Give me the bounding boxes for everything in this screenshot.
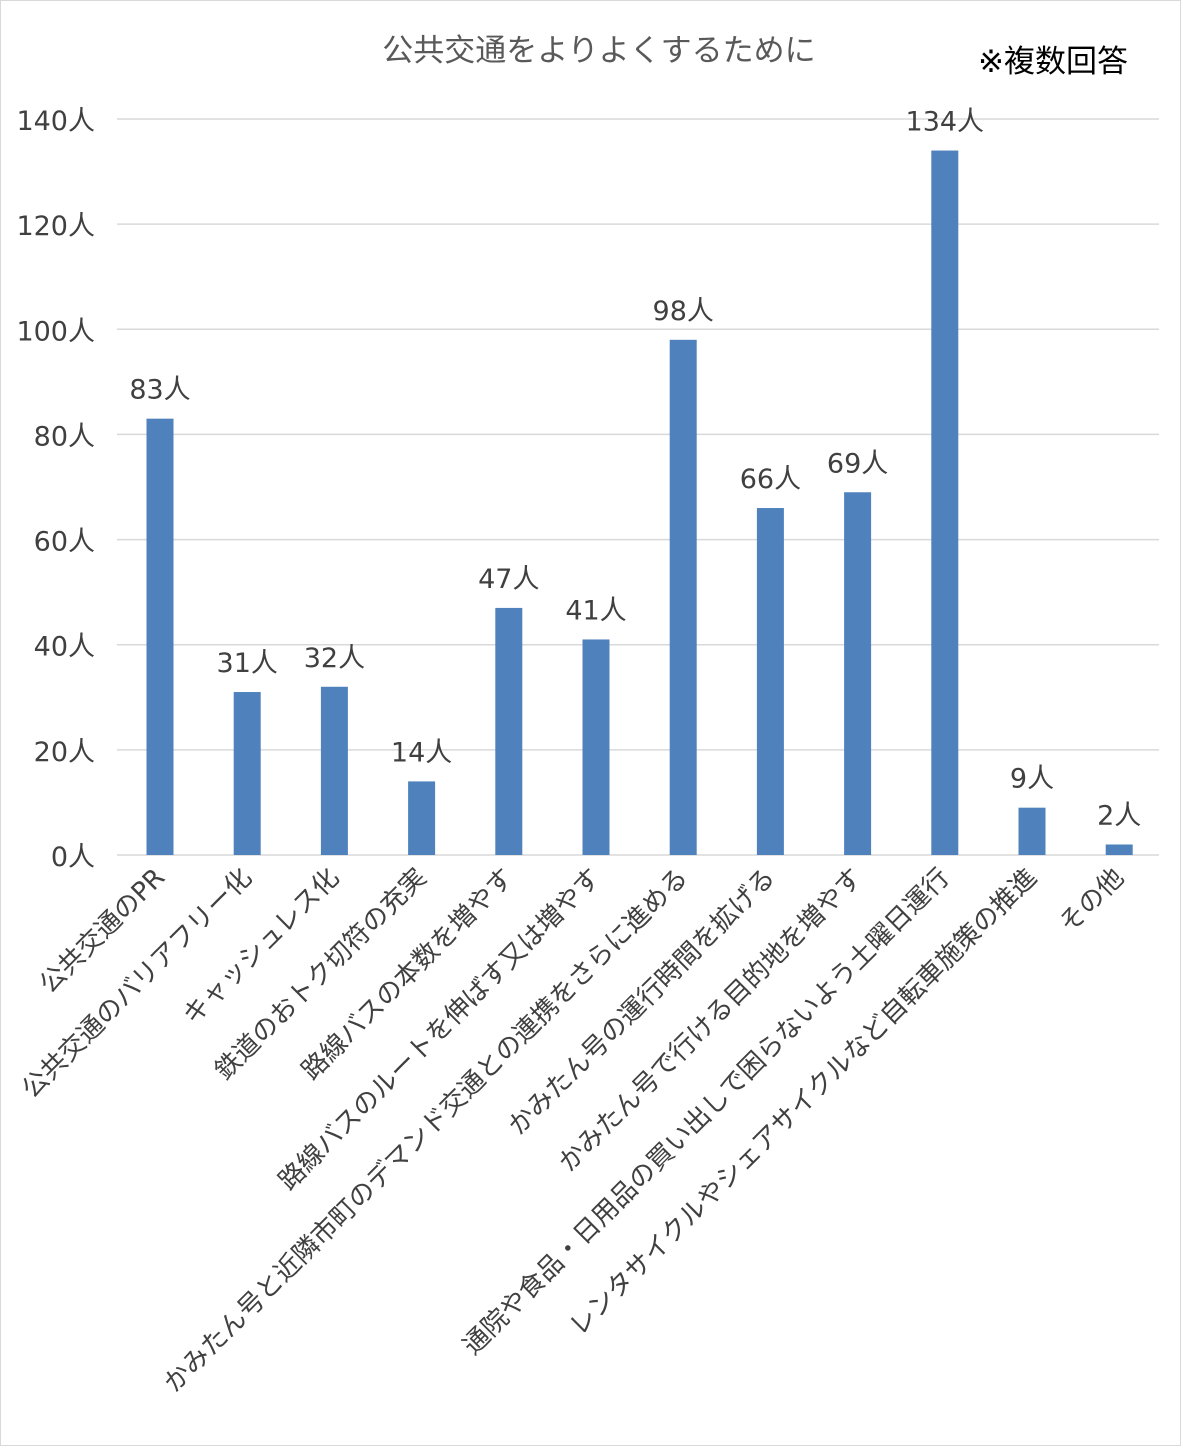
x-tick-label: その他	[1054, 863, 1130, 939]
y-tick-label: 140人	[16, 106, 95, 137]
multiple-answer-note: ※複数回答	[978, 44, 1128, 80]
x-tick-label: キャッシュレス化	[177, 863, 345, 1031]
data-label: 66人	[740, 464, 801, 495]
data-label: 41人	[565, 595, 626, 626]
bar	[320, 686, 348, 855]
bar	[1105, 844, 1133, 855]
bar	[146, 418, 174, 855]
bar	[756, 508, 784, 855]
data-label: 134人	[906, 107, 985, 138]
data-label: 69人	[827, 448, 888, 479]
x-tick-label: 路線バスのルートを伸ばす又は増やす	[273, 863, 607, 1197]
y-tick-label: 100人	[16, 316, 95, 347]
y-tick-label: 40人	[34, 632, 95, 663]
bar	[844, 492, 872, 855]
data-label: 47人	[478, 564, 539, 595]
y-tick-label: 20人	[34, 737, 95, 768]
data-label: 98人	[653, 296, 714, 327]
chart-title: 公共交通をよりよくするために	[382, 33, 815, 69]
bar	[669, 339, 697, 855]
data-label: 2人	[1097, 800, 1141, 831]
bar	[408, 781, 436, 855]
y-tick-label: 120人	[16, 211, 95, 242]
y-tick-label: 80人	[34, 421, 95, 452]
y-tick-label: 60人	[34, 527, 95, 558]
data-label: 9人	[1010, 764, 1054, 795]
data-label: 83人	[129, 375, 190, 406]
x-tick-label: かみたん号で行ける目的地を増やす	[553, 863, 868, 1178]
bar	[931, 150, 959, 856]
data-label: 14人	[391, 737, 452, 768]
y-tick-label: 0人	[51, 842, 95, 873]
bar	[495, 607, 523, 855]
bar	[1018, 807, 1046, 855]
data-label: 31人	[217, 648, 278, 679]
data-label: 32人	[304, 643, 365, 674]
bar	[233, 692, 261, 855]
bar	[582, 639, 610, 855]
